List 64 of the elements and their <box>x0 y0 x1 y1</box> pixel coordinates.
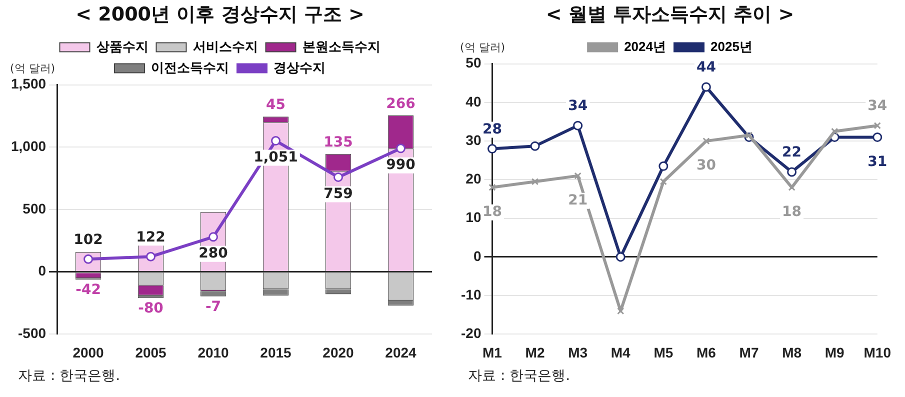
x-tick-label: M7 <box>739 344 759 360</box>
y-tick-label: 500 <box>22 200 46 216</box>
data-label: 18 <box>482 204 502 220</box>
data-label: 1,051 <box>254 149 298 166</box>
y-tick-label: 50 <box>466 54 482 71</box>
data-label: 22 <box>782 144 802 161</box>
y-tick-label: -20 <box>461 325 482 342</box>
data-label: 18 <box>782 204 802 220</box>
data-label: 34 <box>568 98 588 114</box>
y-tick-label: 20 <box>466 170 482 187</box>
y-tick-label: 0 <box>38 262 46 279</box>
y-tick-label: 40 <box>466 93 482 110</box>
data-label: 30 <box>696 158 716 174</box>
y-tick-label: 1,000 <box>10 138 46 154</box>
x-tick-label: M10 <box>864 344 892 360</box>
data-label: 45 <box>266 97 286 114</box>
x-tick-label: M9 <box>824 344 845 360</box>
x-tick-label: 2020 <box>322 344 354 360</box>
legend-label: 이전소득수지 <box>151 60 229 75</box>
legend-label: 서비스수지 <box>192 38 258 54</box>
data-label: 990 <box>386 157 416 174</box>
data-label: 44 <box>696 60 716 76</box>
data-label: 28 <box>482 121 502 138</box>
chart-title: < 월별 투자소득수지 추이 > <box>546 3 794 26</box>
x-tick-label: 2015 <box>260 344 292 360</box>
y-tick-label: 10 <box>466 209 482 226</box>
x-tick-label: 2000 <box>72 344 104 360</box>
text: 자료 : 한국은행. <box>17 367 122 385</box>
x-tick-label: 2005 <box>135 344 167 360</box>
data-label: -80 <box>138 300 164 317</box>
data-label: 759 <box>324 186 353 202</box>
legend-label: 상품수지 <box>96 38 148 54</box>
data-label: -7 <box>205 299 222 316</box>
y-tick-label: -10 <box>461 286 482 302</box>
y-tick-label: -500 <box>18 325 46 342</box>
data-label: 135 <box>324 134 353 151</box>
legend-label: 2024년 <box>624 38 666 54</box>
x-tick-label: 2024 <box>385 344 417 360</box>
data-label: -42 <box>76 282 101 298</box>
data-label: 102 <box>74 232 103 248</box>
text: 자료 : 한국은행. <box>467 367 572 385</box>
data-label: 280 <box>198 246 228 262</box>
data-label: 34 <box>868 98 888 114</box>
y-tick-label: 1,500 <box>10 76 46 92</box>
legend-label: 경상수지 <box>274 60 326 75</box>
y-tick-label: 30 <box>466 132 482 148</box>
y-axis-title: (억 달러) <box>460 41 506 54</box>
x-tick-label: M1 <box>482 344 502 360</box>
x-tick-label: M2 <box>525 344 545 360</box>
y-axis-title: (억 달러) <box>10 62 56 76</box>
data-label: 31 <box>868 154 888 170</box>
x-tick-label: M4 <box>610 344 631 360</box>
x-tick-label: M8 <box>782 344 802 360</box>
data-label: 122 <box>136 229 166 246</box>
chart-title: < 2000년 이후 경상수지 구조 > <box>76 3 364 26</box>
x-tick-label: M3 <box>568 344 588 360</box>
x-tick-label: M5 <box>654 344 674 360</box>
y-tick-label: 0 <box>473 248 482 264</box>
x-tick-label: 2010 <box>198 344 230 360</box>
legend-label: 본원소득수지 <box>302 38 380 54</box>
data-label: 266 <box>386 96 416 112</box>
data-label: 21 <box>568 192 588 208</box>
legend-label: 2025년 <box>710 38 752 54</box>
x-tick-label: M6 <box>696 344 716 360</box>
